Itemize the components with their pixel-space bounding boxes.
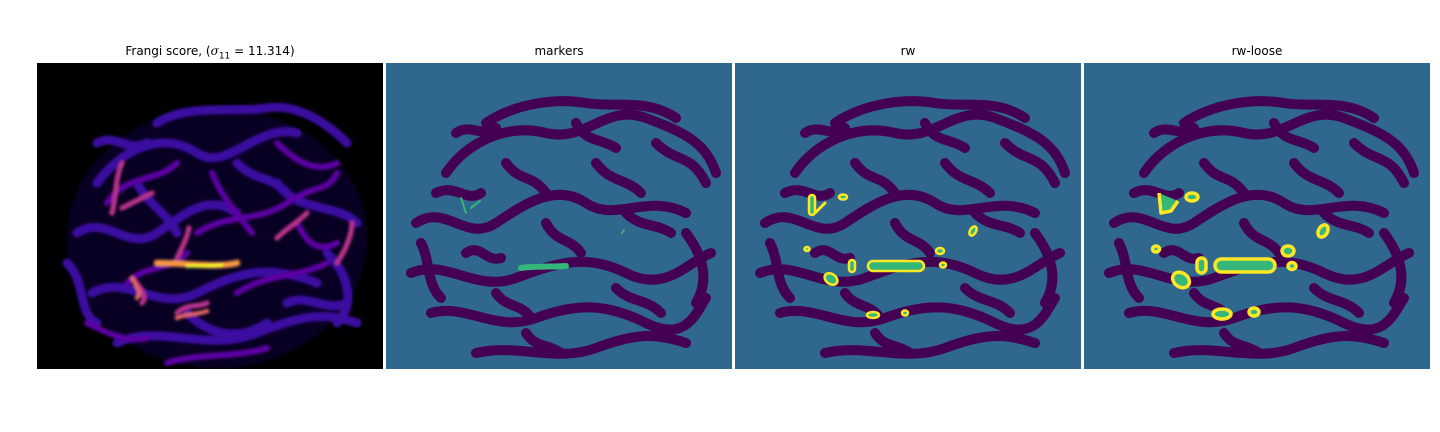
panel-title-rw: rw (900, 44, 916, 58)
panel-title-markers: markers (534, 44, 584, 58)
panel-title-rw-loose: rw-loose (1231, 44, 1283, 58)
frangi-score-image (37, 63, 383, 369)
rw-image (735, 63, 1081, 369)
panel-title-frangi: Frangi score, (σ11 = 11.314) (125, 44, 295, 62)
rw-loose-image (1084, 63, 1430, 369)
markers-image (386, 63, 732, 369)
